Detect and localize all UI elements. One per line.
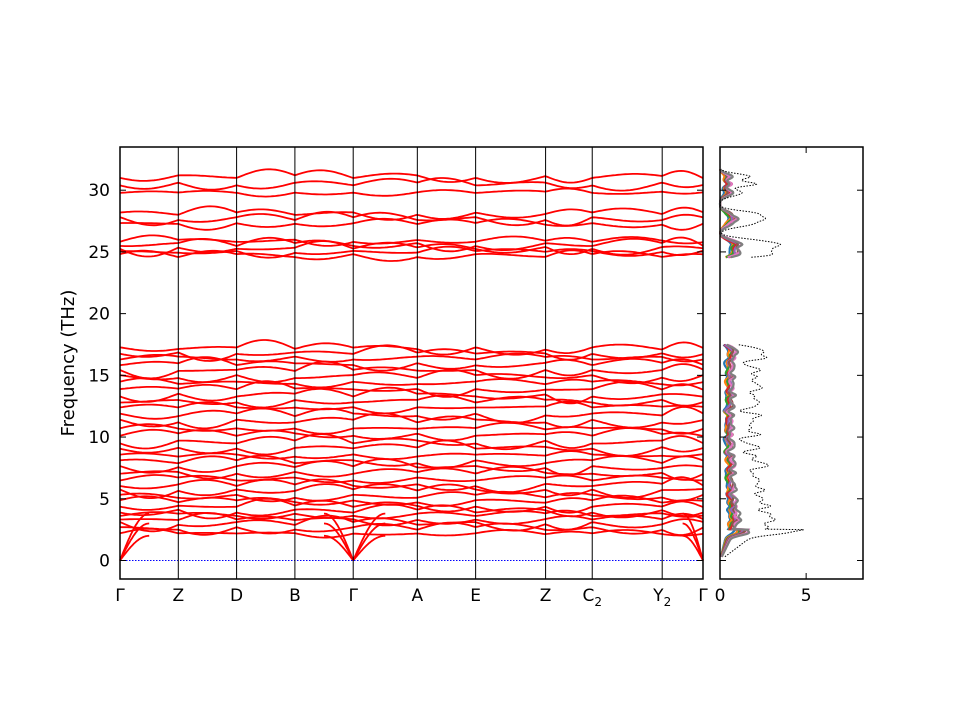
acoustic-branch	[352, 512, 386, 561]
acoustic-branch	[682, 534, 704, 561]
band-line	[119, 369, 704, 385]
x-tick-label: Γ	[115, 586, 125, 606]
band-line	[119, 412, 704, 430]
band-structure-panel: 0 5 10 15 20 25 30 Γ Z D B Γ A E Z C2 Y2 Γ Frequency (TH…	[58, 146, 708, 609]
band-line	[119, 205, 704, 221]
band-line	[119, 466, 704, 481]
band-line	[119, 177, 704, 192]
x-tick-label: Y2	[652, 586, 671, 609]
band-line	[119, 503, 704, 520]
y-axis-ticks: 0 5 10 15 20 25 30	[88, 181, 703, 571]
y-axis-label: Frequency (THz)	[58, 290, 79, 437]
x-tick-label: A	[412, 586, 424, 606]
band-line	[119, 352, 704, 363]
band-line	[119, 490, 704, 503]
band-line	[119, 360, 704, 380]
x-tick-label: Z	[540, 586, 552, 606]
band-line	[119, 433, 704, 451]
y-tick-label: 5	[99, 490, 110, 510]
acoustic-branch	[324, 512, 355, 561]
dos-y-ticks	[720, 189, 863, 561]
dos-plot-frame	[719, 146, 864, 580]
band-line	[119, 483, 704, 499]
band-line	[119, 458, 704, 476]
acoustic-branch	[352, 522, 386, 561]
x-tick-label: E	[470, 586, 481, 606]
y-tick-label: 10	[88, 428, 110, 448]
x-axis-ticks: Γ Z D B Γ A E Z C2 Y2 Γ	[115, 586, 708, 609]
band-line	[119, 521, 704, 536]
band-line	[119, 527, 704, 539]
band-line	[119, 217, 704, 231]
x-tick-label: C2	[582, 586, 602, 609]
band-line	[119, 168, 704, 184]
band-line	[120, 394, 704, 409]
band-line	[119, 400, 704, 415]
x-tick-label: Γ	[348, 586, 358, 606]
band-line	[119, 339, 704, 356]
partial-dos-line	[719, 168, 751, 558]
x-tick-label: B	[289, 586, 301, 606]
band-line	[119, 234, 704, 247]
acoustic-branch	[352, 534, 386, 562]
y-tick-label: 30	[88, 181, 110, 201]
dos-lines	[718, 168, 804, 558]
dos-x-tick-label: 5	[801, 586, 812, 606]
band-lines	[119, 168, 704, 562]
band-line	[119, 426, 704, 442]
band-line	[119, 497, 704, 514]
band-line	[119, 405, 704, 424]
band-line	[119, 386, 704, 405]
band-line	[119, 187, 704, 198]
band-line	[119, 380, 704, 398]
band-line	[119, 240, 704, 258]
y-tick-label: 20	[88, 305, 110, 325]
total-dos-line	[719, 168, 804, 558]
band-line	[119, 454, 704, 469]
band-plot-frame	[119, 146, 704, 580]
x-tick-label: Γ	[698, 586, 708, 606]
band-line	[119, 421, 704, 435]
x-tick-label: Z	[172, 586, 184, 606]
x-tick-label: D	[230, 586, 243, 606]
band-line	[119, 377, 704, 389]
dos-x-tick-label: 0	[715, 586, 726, 606]
acoustic-branch	[682, 512, 704, 561]
acoustic-branch	[324, 522, 355, 561]
band-line	[119, 344, 704, 362]
y-tick-label: 0	[99, 551, 110, 571]
y-tick-label: 25	[88, 243, 110, 263]
band-line	[119, 514, 704, 533]
band-line	[119, 439, 704, 457]
acoustic-branch	[119, 512, 150, 561]
y-tick-label: 15	[88, 366, 110, 386]
acoustic-branch	[324, 534, 354, 562]
band-line	[119, 210, 704, 227]
acoustic-branch	[119, 534, 150, 562]
acoustic-branch	[119, 522, 150, 561]
high-symmetry-lines	[177, 147, 663, 579]
band-line	[119, 476, 704, 494]
